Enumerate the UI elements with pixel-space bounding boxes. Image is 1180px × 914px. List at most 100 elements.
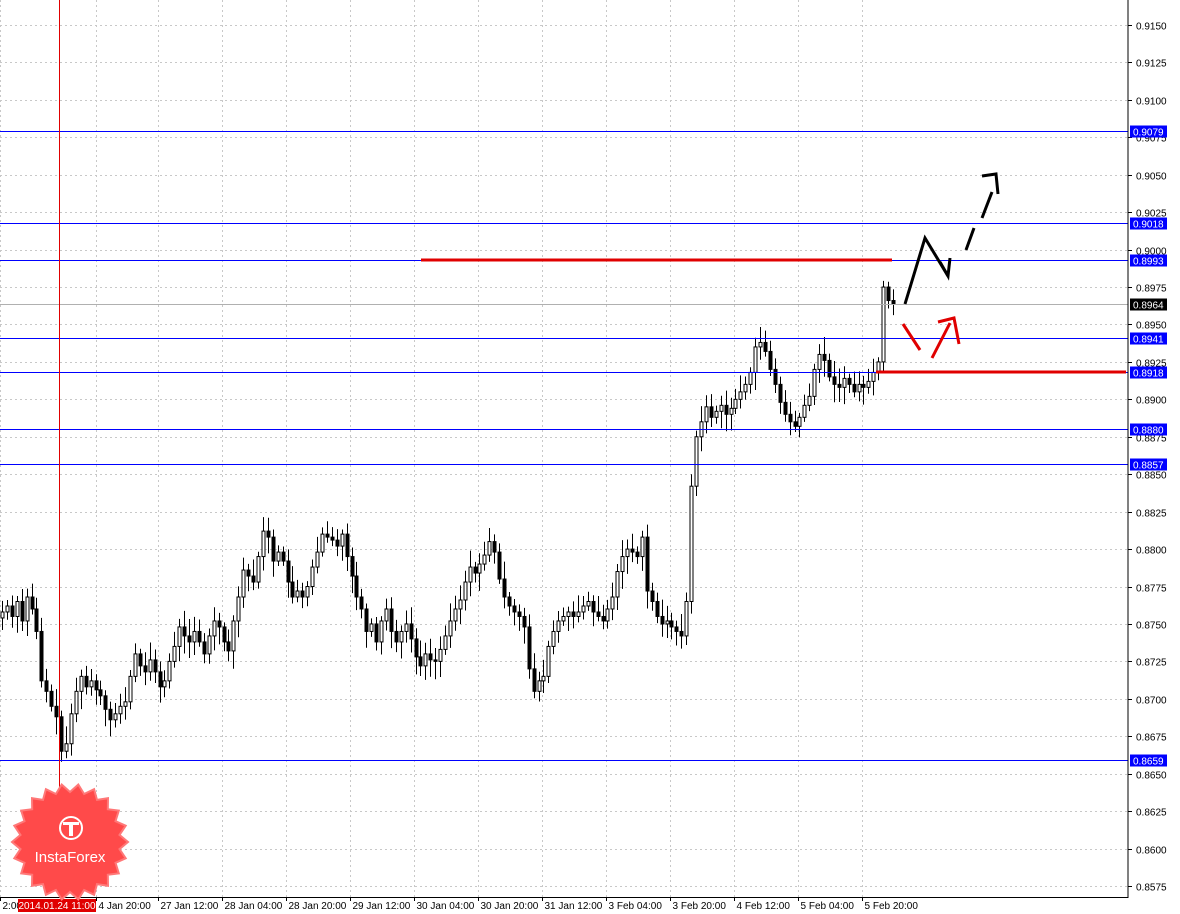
candle-body-up: [463, 581, 468, 601]
candle: [128, 670, 133, 710]
candle-body-up: [615, 571, 620, 598]
candle: [497, 543, 502, 584]
x-tick-label: 2:00: [3, 901, 23, 912]
candle-body-down: [359, 596, 364, 610]
price-level-label-bg: [1130, 332, 1167, 345]
price-level-label: 0.8880: [1133, 426, 1164, 437]
y-tick-label: 0.8625: [1136, 808, 1167, 819]
candle-body-down: [84, 675, 89, 688]
candle-body-up: [379, 620, 384, 643]
candle-body-up: [866, 380, 871, 388]
candle-body-up: [458, 599, 463, 610]
candle-body-up: [5, 605, 10, 613]
candle: [148, 642, 153, 681]
candle-body-down: [473, 566, 478, 574]
candle: [207, 628, 212, 664]
candle-body-up: [276, 551, 281, 562]
candle: [596, 596, 601, 622]
candle-body-down: [335, 539, 340, 547]
candle-body-up: [729, 407, 734, 415]
candle-body-up: [537, 680, 542, 692]
candle: [738, 375, 743, 409]
candle: [724, 390, 729, 432]
candle-body-up: [384, 608, 389, 622]
candle-body-up: [586, 600, 591, 607]
candle: [94, 674, 99, 705]
candle-body-up: [89, 680, 94, 688]
candle: [310, 559, 315, 596]
candle-body-down: [266, 530, 271, 538]
candle: [507, 592, 512, 616]
candlestick-series: [0, 280, 896, 762]
candle: [812, 363, 817, 405]
candle: [861, 375, 866, 405]
price-level-label: 0.8993: [1133, 257, 1164, 268]
candle: [468, 550, 473, 597]
candle-body-down: [768, 350, 773, 370]
candle: [674, 620, 679, 646]
candle-body-down: [596, 611, 601, 617]
candle: [10, 595, 15, 628]
candle: [679, 613, 684, 649]
candle: [404, 610, 409, 643]
candle: [458, 585, 463, 625]
x-tick-label: 4 Jan 20:00: [99, 901, 152, 912]
candle: [354, 561, 359, 611]
candle: [881, 280, 886, 371]
candle: [492, 534, 497, 564]
candle: [487, 527, 492, 562]
candle: [566, 606, 571, 631]
candle-body-up: [477, 563, 482, 574]
candle-body-down: [350, 556, 355, 577]
candle: [630, 533, 635, 563]
candle-body-down: [389, 608, 394, 632]
y-tick-label: 0.8725: [1136, 658, 1167, 669]
candle: [241, 557, 246, 608]
price-level-label: 0.8918: [1133, 369, 1164, 380]
candle: [25, 588, 30, 636]
candle: [438, 636, 443, 678]
candle: [0, 600, 5, 631]
candle-body-up: [207, 635, 212, 655]
x-tick-label: 28 Jan 20:00: [289, 901, 347, 912]
candle-body-down: [674, 626, 679, 632]
price-axis: 0.91500.91250.91000.90750.90500.90250.90…: [1128, 22, 1167, 894]
candle: [482, 541, 487, 571]
candle-body-up: [340, 533, 345, 547]
candle: [807, 383, 812, 412]
candle: [64, 726, 69, 759]
y-tick-label: 0.8825: [1136, 509, 1167, 520]
candle: [852, 371, 857, 398]
candle-body-up: [305, 586, 310, 598]
candle-body-down: [98, 689, 103, 697]
candle-body-down: [591, 600, 596, 613]
candle-body-up: [719, 404, 724, 412]
price-level-label-bg: [1130, 217, 1167, 230]
candle: [660, 599, 665, 637]
candle: [591, 595, 596, 627]
candle: [305, 581, 310, 607]
y-tick-label: 0.9075: [1136, 134, 1167, 145]
candle-body-down: [886, 286, 891, 302]
candle-body-up: [256, 556, 261, 583]
x-tick-label: 5 Feb 20:00: [865, 901, 919, 912]
candle-body-down: [325, 533, 330, 538]
candle-body-down: [345, 533, 350, 558]
candle-body-down: [202, 641, 207, 655]
candle-body-up: [714, 410, 719, 418]
candle: [793, 410, 798, 433]
candle: [512, 599, 517, 626]
candle-body-down: [522, 615, 527, 628]
candle-body-down: [59, 716, 64, 752]
cursor-time-text: 2014.01.24 11:00: [18, 901, 96, 912]
candle-body-up: [320, 533, 325, 553]
candle-body-up: [842, 377, 847, 388]
candle-body-down: [271, 536, 276, 562]
candle-body-down: [44, 680, 49, 692]
candle-body-up: [743, 383, 748, 393]
candle: [694, 430, 699, 496]
candle: [162, 670, 167, 698]
candle: [330, 527, 335, 547]
candle: [605, 599, 610, 629]
